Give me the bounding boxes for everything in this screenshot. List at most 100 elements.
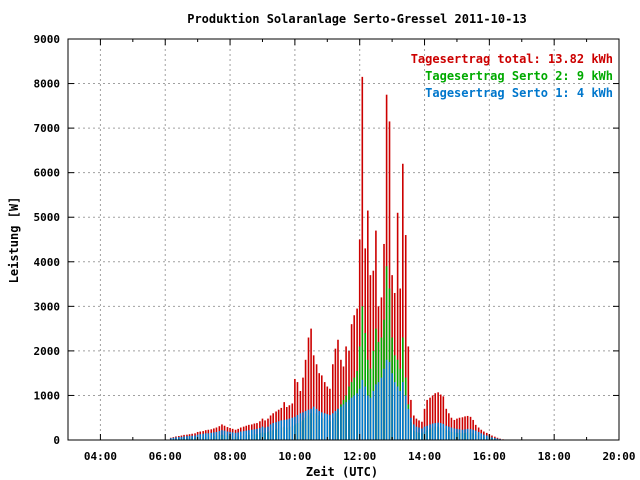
bar-serto-1 [213, 432, 215, 440]
bar-serto-1 [259, 427, 261, 440]
bar-serto-1 [461, 429, 464, 440]
bar-serto-1 [191, 435, 193, 440]
legend-entry: Tagesertrag Serto 2: 9 kWh [425, 69, 613, 83]
bar-serto-1 [264, 427, 266, 440]
bar-serto-1 [496, 438, 499, 440]
bar-serto-1 [283, 419, 285, 440]
bar-total [367, 210, 369, 440]
bar-serto-1 [372, 390, 375, 440]
bar-serto-1 [453, 428, 456, 440]
y-tick-label: 8000 [34, 78, 61, 91]
bar-serto-1 [178, 437, 180, 440]
bar-total [294, 378, 296, 440]
bar-serto-1 [418, 427, 420, 440]
bar-total [458, 417, 461, 440]
bar-total [429, 397, 431, 440]
bar-total [361, 76, 364, 441]
y-tick-label: 4000 [34, 256, 61, 269]
bar-total [315, 364, 318, 440]
bar-serto-1 [253, 429, 256, 440]
bar-serto-1 [204, 433, 207, 440]
bar-total [423, 408, 426, 440]
bar-total [345, 346, 347, 440]
bar-serto-1 [299, 413, 302, 440]
y-tick-label: 5000 [34, 211, 61, 224]
bar-serto-1 [413, 424, 415, 440]
bar-serto-1 [464, 429, 466, 440]
bar-total [439, 394, 442, 440]
bar-serto-1 [237, 432, 239, 440]
bar-total [445, 408, 448, 440]
bar-total [323, 382, 326, 440]
y-axis-label: Leistung [W] [7, 197, 21, 284]
bar-series [169, 76, 504, 441]
bar-serto-1 [304, 411, 307, 440]
bar-serto-1 [350, 397, 353, 440]
bar-serto-2 [361, 306, 364, 440]
bar-serto-1 [445, 425, 448, 440]
bar-serto-1 [180, 436, 183, 440]
y-tick-label: 9000 [34, 33, 61, 46]
bar-serto-2 [375, 328, 377, 440]
bar-serto-1 [480, 433, 483, 440]
bar-total [304, 359, 307, 440]
bar-total [407, 346, 410, 440]
bar-serto-1 [375, 384, 377, 440]
bar-serto-1 [377, 382, 380, 440]
bar-serto-1 [218, 431, 221, 440]
bar-serto-1 [291, 417, 294, 440]
bar-serto-1 [245, 430, 248, 440]
x-tick-label: 18:00 [538, 450, 571, 463]
y-tick-label: 0 [53, 434, 60, 447]
bar-serto-1 [199, 434, 202, 440]
bar-total [329, 388, 331, 440]
bar-serto-1 [429, 424, 431, 440]
bar-total [399, 288, 402, 440]
bar-serto-1 [275, 422, 277, 440]
chart-title: Produktion Solaranlage Serto-Gressel 201… [187, 12, 527, 26]
bar-serto-1 [393, 382, 396, 440]
y-tick-label: 6000 [34, 167, 61, 180]
bar-serto-1 [188, 435, 191, 440]
x-tick-label: 14:00 [408, 450, 441, 463]
bar-serto-1 [175, 437, 177, 440]
bar-serto-1 [202, 433, 204, 440]
y-tick-label: 7000 [34, 122, 61, 135]
bar-serto-1 [231, 432, 234, 440]
bar-total [326, 386, 329, 440]
bar-serto-1 [234, 432, 237, 440]
bar-serto-1 [472, 429, 474, 440]
bar-serto-1 [318, 411, 320, 440]
bar-serto-1 [277, 421, 280, 440]
bar-total [332, 364, 334, 440]
legend-entry: Tagesertrag total: 13.82 kWh [411, 52, 613, 66]
bar-serto-1 [434, 423, 437, 440]
bar-serto-1 [169, 438, 172, 440]
x-tick-label: 06:00 [149, 450, 182, 463]
axis-ticks [67, 38, 620, 441]
bar-total [437, 392, 439, 440]
y-tick-label: 2000 [34, 345, 61, 358]
bar-serto-1 [404, 395, 407, 440]
bar-serto-1 [369, 397, 372, 440]
bar-serto-1 [358, 388, 361, 440]
bar-serto-1 [399, 390, 402, 440]
bar-total [320, 375, 323, 440]
bar-serto-1 [466, 428, 469, 440]
bar-serto-1 [483, 434, 485, 440]
tick-labels: 0 1000 2000 3000 4000 5000 6000 7000 8000 9000 04:… [34, 33, 636, 463]
bar-serto-1 [396, 386, 399, 440]
bar-serto-1 [380, 377, 383, 440]
x-tick-label: 16:00 [473, 450, 506, 463]
bar-total [358, 239, 361, 440]
bar-total [307, 337, 310, 440]
bar-total [318, 373, 320, 440]
x-tick-label: 04:00 [84, 450, 117, 463]
bar-serto-1 [242, 431, 245, 440]
bar-serto-1 [337, 408, 339, 440]
bar-serto-1 [269, 424, 272, 440]
bar-serto-1 [388, 362, 391, 440]
bar-serto-1 [426, 425, 428, 440]
bar-total [466, 415, 469, 440]
bar-serto-1 [407, 408, 410, 440]
